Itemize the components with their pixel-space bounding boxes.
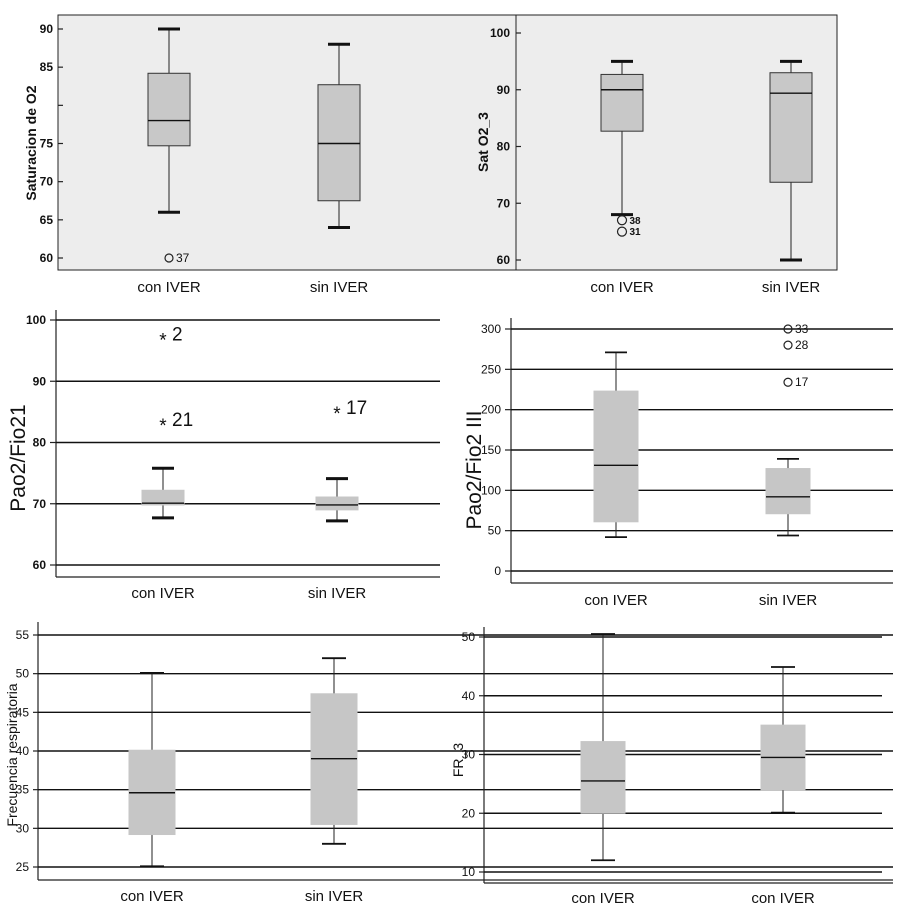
y-tick-label: 40 bbox=[16, 744, 30, 758]
y-tick-label: 50 bbox=[16, 667, 30, 681]
y-axis-label: Sat O2_3 bbox=[475, 112, 491, 172]
x-category-label: con IVER bbox=[120, 888, 184, 905]
iqr-box bbox=[580, 741, 626, 814]
y-tick-label: 65 bbox=[40, 213, 54, 227]
outlier-label: 31 bbox=[630, 227, 642, 238]
outlier-label: 33 bbox=[795, 322, 809, 336]
y-tick-label: 10 bbox=[462, 865, 476, 879]
y-tick-label: 85 bbox=[40, 60, 54, 74]
y-axis-label: FR_3 bbox=[450, 743, 466, 777]
y-tick-label: 90 bbox=[33, 374, 47, 388]
iqr-box bbox=[315, 496, 359, 511]
y-tick-label: 50 bbox=[462, 630, 476, 644]
y-tick-label: 90 bbox=[497, 83, 511, 97]
y-tick-label: 100 bbox=[490, 26, 510, 40]
y-tick-label: 100 bbox=[481, 483, 501, 497]
outlier-star-marker: * bbox=[159, 330, 167, 351]
x-category-label: sin IVER bbox=[762, 279, 821, 296]
y-tick-label: 20 bbox=[462, 806, 476, 820]
y-tick-label: 200 bbox=[481, 403, 501, 417]
outlier-label: 28 bbox=[795, 338, 809, 352]
x-category-label: sin IVER bbox=[305, 888, 364, 905]
y-axis-label: Pao2/Fio2 III bbox=[463, 410, 486, 529]
outlier-label: 17 bbox=[795, 375, 809, 389]
y-tick-label: 70 bbox=[40, 175, 54, 189]
outlier-marker bbox=[783, 324, 793, 334]
y-tick-label: 35 bbox=[16, 783, 30, 797]
y-tick-label: 80 bbox=[33, 436, 47, 450]
y-tick-label: 75 bbox=[40, 137, 54, 151]
x-category-label: con IVER bbox=[137, 279, 201, 296]
chart-panel-frecuencia-respiratoria: 25 30 35 40 45 50 55 Frecuencia respiratoria con… bbox=[4, 622, 893, 905]
y-tick-label: 250 bbox=[481, 362, 501, 376]
iqr-box bbox=[765, 468, 811, 515]
x-category-label: con IVER bbox=[131, 585, 195, 602]
y-tick-label: 30 bbox=[16, 821, 30, 835]
y-tick-label: 45 bbox=[16, 705, 30, 719]
y-tick-label: 30 bbox=[462, 748, 476, 762]
y-tick-label: 70 bbox=[497, 196, 511, 210]
x-category-label: con IVER bbox=[590, 279, 654, 296]
iqr-box bbox=[593, 390, 639, 523]
y-tick-label: 60 bbox=[33, 558, 47, 572]
iqr-box bbox=[147, 72, 191, 147]
y-tick-label: 90 bbox=[40, 22, 54, 36]
outlier-label: 21 bbox=[172, 410, 193, 431]
iqr-box bbox=[141, 489, 185, 506]
y-tick-label: 25 bbox=[16, 860, 30, 874]
y-tick-label: 300 bbox=[481, 322, 501, 336]
y-tick-label: 150 bbox=[481, 443, 501, 457]
x-category-label: sin IVER bbox=[310, 279, 369, 296]
outlier-marker bbox=[783, 377, 793, 387]
iqr-box bbox=[769, 72, 813, 183]
outlier-star-marker: * bbox=[159, 416, 167, 437]
y-tick-label: 50 bbox=[488, 524, 502, 538]
y-tick-label: 60 bbox=[40, 251, 54, 265]
y-axis-label: Pao2/Fio21 bbox=[7, 404, 30, 511]
outlier-label: 2 bbox=[172, 324, 183, 345]
x-category-label: sin IVER bbox=[759, 592, 818, 609]
x-category-label: con IVER bbox=[751, 890, 815, 907]
y-axis-label: Frecuencia respiratoria bbox=[4, 683, 20, 826]
y-tick-label: 40 bbox=[462, 689, 476, 703]
y-tick-label: 70 bbox=[33, 497, 47, 511]
y-tick-label: 60 bbox=[497, 253, 511, 267]
outlier-marker bbox=[783, 340, 793, 350]
iqr-box bbox=[317, 84, 361, 202]
y-axis-label: Saturacion de O2 bbox=[23, 85, 39, 200]
iqr-box bbox=[600, 73, 644, 132]
y-tick-label: 80 bbox=[497, 140, 511, 154]
chart-panel-pao2-fio2-iii: 0 50 100 150 200 250 300 Pao2/Fio2 III con IVER s… bbox=[463, 318, 893, 609]
y-tick-label: 100 bbox=[26, 313, 46, 327]
outlier-marker bbox=[616, 226, 628, 237]
outlier-marker bbox=[164, 253, 174, 263]
outlier-label: 38 bbox=[630, 216, 642, 227]
y-tick-label: 55 bbox=[16, 628, 30, 642]
outlier-label: 17 bbox=[346, 398, 367, 419]
y-tick-label: 0 bbox=[494, 564, 501, 578]
outlier-marker bbox=[616, 215, 628, 226]
x-category-label: con IVER bbox=[571, 890, 635, 907]
x-category-label: sin IVER bbox=[308, 585, 367, 602]
outlier-star-marker: * bbox=[333, 404, 341, 425]
x-category-label: con IVER bbox=[584, 592, 648, 609]
outlier-label: 37 bbox=[176, 251, 190, 265]
